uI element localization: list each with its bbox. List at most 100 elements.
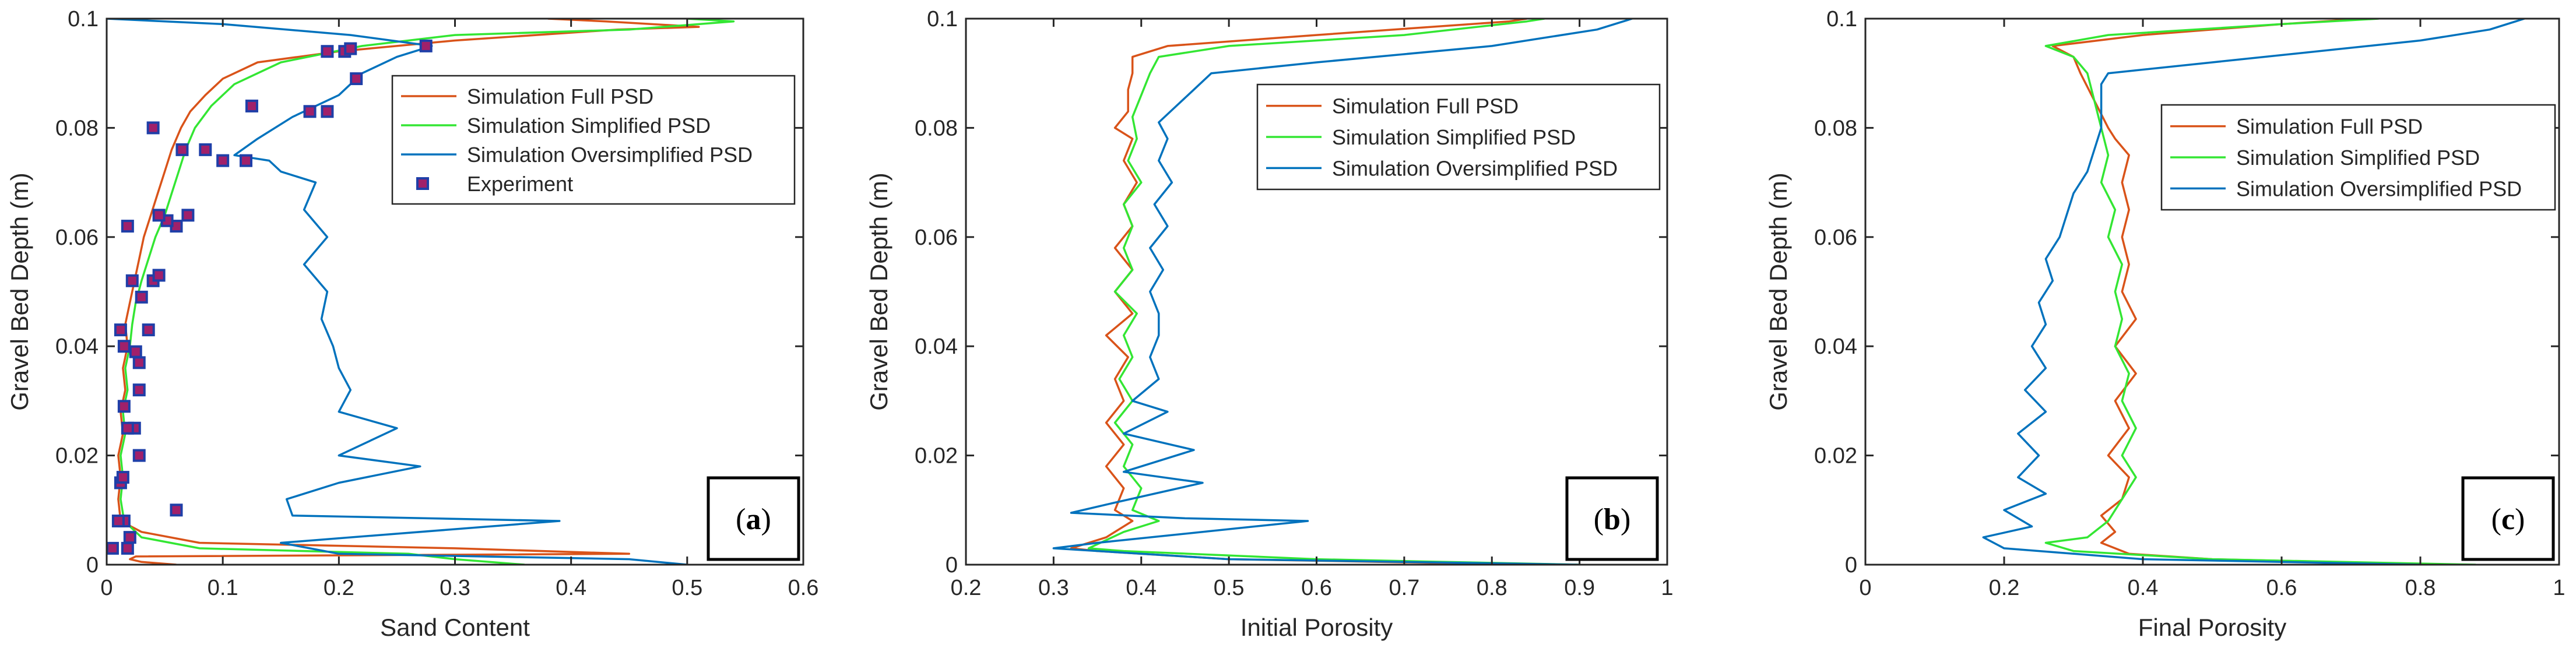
panel-label-box-c [2461,476,2555,561]
x-tick-label-c-4: 0.8 [2405,576,2436,600]
y-axis-label-b: Gravel Bed Depth (m) [865,172,892,410]
legend-box-c [2160,104,2556,211]
experiment-marker-a-35 [350,72,363,86]
panel-label-box-a [707,476,800,561]
y-tick-label-a-0: 0 [86,553,99,577]
experiment-marker-a-22 [121,220,134,233]
experiment-marker-a-27 [240,154,252,167]
experiment-marker-a-1 [121,541,134,555]
experiment-marker-a-31 [146,121,160,135]
y-tick-label-c-1: 0.02 [1814,444,1857,469]
x-tick-label-b-6: 0.8 [1477,576,1507,600]
y-tick-label-c-4: 0.08 [1814,116,1857,140]
experiment-marker-a-21 [152,269,166,282]
legend-box-b [1256,83,1661,191]
legend-label-b-2: Simulation Oversimplified PSD [1332,156,1618,180]
experiment-marker-a-25 [152,209,166,222]
experiment-marker-a-8 [132,449,146,462]
panel-label-b: (b) [1565,476,1659,561]
y-tick-label-b-4: 0.08 [915,116,958,140]
series-line-b-1 [1087,19,1580,565]
experiment-marker-a-4 [111,515,125,528]
x-tick-label-b-7: 0.9 [1564,576,1595,600]
y-tick-label-a-2: 0.04 [55,334,99,359]
experiment-marker-a-33 [303,105,317,118]
experiment-marker-a-17 [142,323,155,337]
experiment-marker-a-7 [116,471,129,484]
experiment-marker-a-2 [123,531,136,544]
axes-box-c [1864,17,2560,566]
experiment-marker-a-16 [114,323,127,337]
x-tick-label-a-1: 0.1 [208,576,238,600]
experiment-marker-a-18 [135,290,148,304]
legend-c: Simulation Full PSD Simulation Simplified… [2160,104,2556,211]
experiment-marker-a-28 [216,154,230,167]
x-axis-label-c: Final Porosity [2138,614,2286,641]
panel-b: 0.2 0.3 0.4 0.5 0.6 0.7 0.8 0.9 1 0 0.02 0.04 0.06 0.… [865,7,1674,641]
x-tick-label-a-3: 0.3 [440,576,470,600]
y-tick-label-c-0: 0 [1845,553,1857,577]
x-tick-label-a-2: 0.2 [324,576,354,600]
x-tick-label-b-0: 0.2 [951,576,982,600]
experiment-marker-a-36 [321,45,334,58]
series-group-a [107,19,735,565]
legend-label-c-1: Simulation Simplified PSD [2236,146,2480,170]
experiment-marker-a-5 [170,503,183,517]
x-tick-label-a-6: 0.6 [788,576,819,600]
x-tick-label-b-2: 0.4 [1126,576,1157,600]
x-axis-label-b: Initial Porosity [1240,614,1393,641]
series-line-c-2 [1982,19,2525,565]
experiment-marker-a-11 [117,400,131,413]
y-tick-label-a-3: 0.06 [55,226,99,250]
x-axis-label-a: Sand Content [380,614,530,641]
experiment-marker-a-14 [129,345,142,358]
y-tick-label-b-2: 0.04 [915,334,958,359]
y-tick-label-b-0: 0 [946,553,958,577]
x-tick-label-b-1: 0.3 [1038,576,1069,600]
series-line-c-1 [2044,19,2476,565]
legend-label-a-3: Experiment [467,172,573,196]
x-tick-label-c-2: 0.4 [2128,576,2159,600]
panel-label-text-b: (b) [1594,503,1631,536]
series-group-c [1982,19,2525,565]
x-tick-label-b-5: 0.7 [1389,576,1419,600]
y-tick-label-a-1: 0.02 [55,444,99,469]
y-tick-label-c-5: 0.1 [1826,7,1857,31]
x-tick-label-c-1: 0.2 [1989,576,2020,600]
x-tick-label-c-0: 0 [1859,576,1871,600]
experiment-marker-a-30 [175,143,189,156]
y-axis-label-a: Gravel Bed Depth (m) [6,172,33,410]
x-tick-label-a-0: 0 [100,576,113,600]
plot-area-c [1865,19,2559,565]
legend-label-c-2: Simulation Oversimplified PSD [2236,177,2522,200]
y-tick-label-b-5: 0.1 [927,7,958,31]
experiment-marker-a-29 [199,143,212,156]
experiment-marker-a-12 [132,383,146,397]
series-group-b [1052,19,1633,565]
legend-label-b-1: Simulation Simplified PSD [1332,125,1576,149]
experiment-marker-a-34 [321,105,334,118]
series-line-b-2 [1052,19,1633,565]
experiment-marker-a-0 [107,541,119,555]
experiment-marker-a-39 [419,39,433,52]
legend-a: Simulation Full PSD Simulation Simplified… [391,75,796,205]
x-tick-label-b-3: 0.5 [1214,576,1245,600]
experiment-marker-a-15 [117,340,131,353]
y-tick-label-b-1: 0.02 [915,444,958,469]
y-tick-label-c-3: 0.06 [1814,226,1857,250]
legend-box-a [391,75,796,205]
panel-label-text-c: (c) [2491,503,2525,536]
panel-label-text-a: (a) [736,503,771,536]
x-tick-label-a-5: 0.5 [672,576,702,600]
experiment-marker-a-19 [125,274,139,287]
legend-b: Simulation Full PSD Simulation Simplified… [1256,83,1661,191]
x-tick-label-a-4: 0.4 [556,576,586,600]
panel-label-c: (c) [2461,476,2555,561]
x-tick-label-c-3: 0.6 [2266,576,2297,600]
legend-label-b-0: Simulation Full PSD [1332,94,1519,118]
legend-label-a-2: Simulation Oversimplified PSD [467,143,753,167]
series-line-a-0 [117,19,700,565]
y-tick-label-a-5: 0.1 [68,7,99,31]
legend-marker-a-3 [416,177,429,190]
